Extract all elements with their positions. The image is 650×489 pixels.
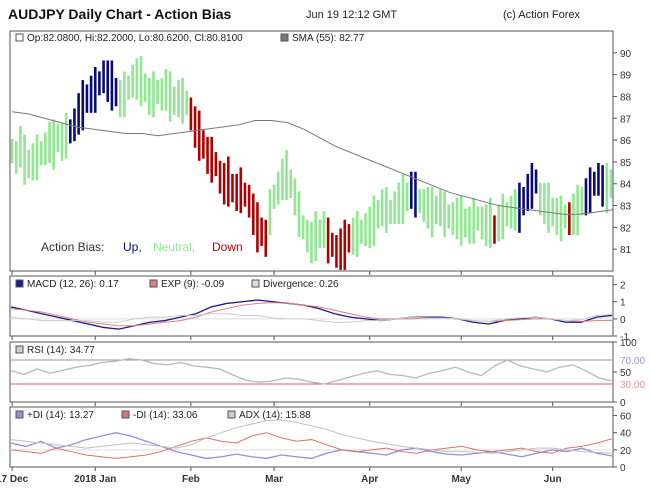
indicator-ytick-label: 0 (620, 315, 626, 326)
macd-line (10, 299, 613, 330)
macd-legend-swatch (15, 279, 24, 288)
divergence-legend: Divergence: 0.26 (263, 279, 339, 290)
price-ytick-label: 86 (620, 136, 632, 147)
chart-title: AUDJPY Daily Chart - Action Bias (8, 6, 232, 22)
macd-panel-frame (9, 275, 614, 337)
chart-copyright: (c) Action Forex (503, 9, 581, 21)
indicator-ytick-label: 0 (620, 463, 626, 474)
price-ytick-label: 85 (620, 158, 632, 169)
plus-di-legend: +DI (14): 13.27 (27, 410, 94, 421)
price-ytick-label: 90 (620, 49, 632, 60)
indicator-ytick-label: 50 (620, 368, 632, 379)
rsi-legend: RSI (14): 34.77 (27, 345, 95, 356)
xtick-label: Mar (265, 474, 283, 485)
minus-di-legend: -DI (14): 33.06 (133, 410, 198, 421)
dmi-plot (10, 415, 617, 468)
minus-di-line (10, 432, 613, 459)
indicator-ytick-label: 1 (620, 298, 626, 309)
price-plot (10, 52, 617, 471)
minus-di-legend-swatch (121, 410, 130, 419)
xtick-label: Jun (544, 474, 562, 485)
indicator-ytick-label: 0 (620, 398, 626, 409)
price-ytick-label: 82 (620, 223, 632, 234)
chart-datetime: Jun 19 12:12 GMT (306, 9, 398, 21)
axis-labels: 81 82 83 84 85 86 87 88 89 90 17 Dec 2018 Jan Feb Mar… (0, 49, 645, 485)
rsi-line (10, 358, 613, 385)
plus-di-line (10, 432, 613, 460)
sma-legend: SMA (55): 82.77 (292, 33, 365, 44)
price-ytick-label: 81 (620, 245, 632, 256)
indicator-ytick-label: 2 (620, 281, 626, 292)
rsi-plot (10, 341, 617, 403)
price-ytick-label: 88 (620, 92, 632, 103)
sma-legend-swatch (280, 33, 289, 42)
plus-di-legend-swatch (15, 410, 24, 419)
price-panel-frame (9, 30, 614, 272)
indicator-ytick-label: -1 (620, 332, 629, 343)
bias-legend-down: Down (212, 240, 243, 254)
ohlc-legend-swatch (15, 33, 24, 42)
macd-legend: MACD (12, 26): 0.17 (27, 279, 119, 290)
xtick-label: Feb (182, 474, 200, 485)
dmi-panel-frame (9, 406, 614, 468)
price-ytick-label: 89 (620, 71, 632, 82)
price-ytick-label: 84 (620, 180, 632, 191)
exp-legend: EXP (9): -0.09 (161, 279, 225, 290)
macd-plot (10, 284, 617, 337)
indicator-ytick-label: 20 (620, 446, 632, 457)
rsi-legend-swatch (15, 345, 24, 354)
adx-line (10, 419, 613, 454)
adx-legend-swatch (227, 410, 236, 419)
divergence-line (10, 313, 613, 323)
indicator-ytick-label: 60 (620, 412, 632, 423)
indicator-ytick-label: 40 (620, 429, 632, 440)
bias-legend-up: Up, (123, 240, 142, 254)
adx-legend: ADX (14): 15.88 (239, 410, 311, 421)
sma-line (12, 111, 614, 215)
indicator-ytick-label: 100 (620, 338, 637, 349)
rsi-70-label: 70.00 (620, 356, 645, 367)
price-ytick-label: 83 (620, 202, 632, 213)
price-ytick-label: 87 (620, 114, 632, 125)
exp-legend-swatch (149, 279, 158, 288)
bias-legend-neutral: Neutral, (153, 240, 195, 254)
divergence-legend-swatch (251, 279, 260, 288)
xtick-label: 2018 Jan (74, 474, 116, 485)
rsi-panel-frame (9, 341, 614, 403)
bias-legend-label: Action Bias: (41, 240, 104, 254)
rsi-30-label: 30.00 (620, 380, 645, 391)
xtick-label: Apr (361, 474, 378, 485)
xtick-label: May (451, 474, 471, 485)
exp-line (10, 302, 613, 327)
xtick-label: 17 Dec (0, 474, 29, 485)
ohlc-legend: Op:82.0800, Hi:82.2000, Lo:80.6200, Cl:8… (27, 33, 243, 44)
